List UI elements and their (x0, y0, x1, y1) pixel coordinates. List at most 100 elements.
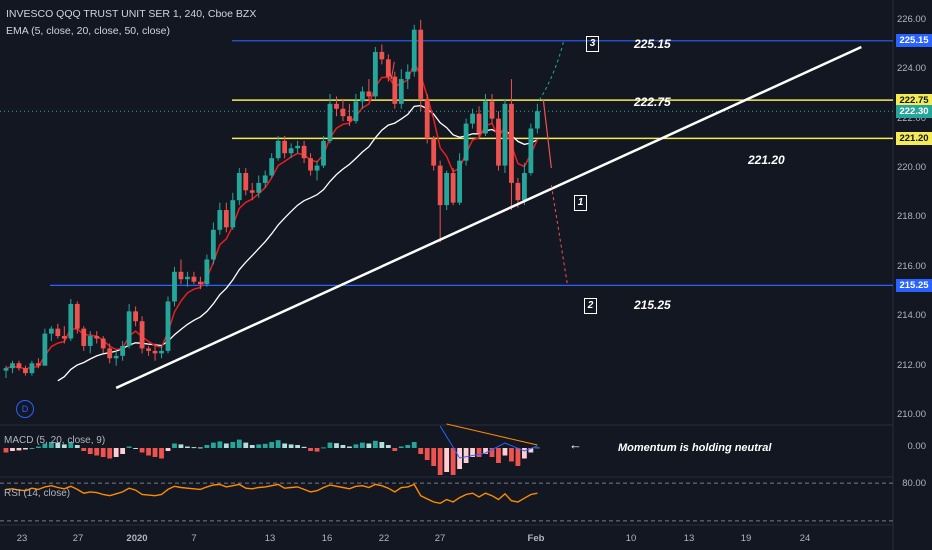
macd-bar (256, 444, 262, 448)
candle-body (87, 336, 93, 346)
candle-body (256, 182, 262, 193)
macd-bar (249, 445, 255, 448)
macd-bar (308, 448, 313, 451)
ema-slow-line (57, 104, 538, 382)
macd-bar (126, 446, 132, 448)
rsi-axis-label: 80.00 (902, 478, 926, 489)
candle-body (48, 328, 54, 334)
candle-body (379, 51, 385, 60)
candle-body (418, 29, 424, 99)
candle-body (327, 103, 333, 141)
candle-body (515, 182, 521, 201)
candle-body (159, 350, 164, 354)
price-tick-label: 214.00 (896, 310, 926, 322)
macd-title[interactable]: MACD (5, 20, close, 9) (4, 435, 106, 446)
candle-body (340, 108, 346, 117)
candle-body (353, 101, 359, 122)
macd-bar (120, 448, 126, 454)
left-arrow-icon: ← (569, 437, 582, 452)
macd-bar (321, 447, 326, 449)
date-tick-label: 13 (683, 533, 695, 544)
macd-bar (146, 448, 151, 456)
macd-bar (230, 442, 236, 448)
candle-body (463, 123, 469, 161)
macd-signal-line (446, 423, 538, 446)
candle-body (398, 79, 404, 104)
momentum-note: Momentum is holding neutral (618, 442, 772, 454)
rsi-title[interactable]: RSI (14, close) (4, 488, 71, 499)
macd-bar (198, 447, 203, 449)
macd-bar (191, 447, 197, 449)
scenario-box-1: 1 (574, 195, 587, 211)
level-text-221-20: 221.20 (748, 153, 785, 167)
candle-body (262, 175, 268, 183)
support-trendline (115, 45, 862, 390)
macd-bar (74, 445, 80, 448)
macd-bar (172, 443, 177, 448)
macd-bar (68, 442, 74, 448)
candle-body (178, 271, 184, 280)
macd-bar (100, 448, 106, 457)
macd-bar (217, 441, 223, 448)
candle-body (94, 336, 100, 339)
candle-body (198, 281, 203, 285)
candle-body (16, 363, 22, 369)
macd-bar (262, 443, 268, 448)
candle-body (165, 301, 171, 351)
macd-bar (29, 448, 35, 449)
candle-body (152, 350, 158, 354)
macd-bar (165, 448, 171, 451)
candle-body (236, 173, 242, 201)
price-tick-label: 220.00 (896, 162, 926, 174)
candle-body (107, 348, 113, 359)
candle-body (321, 140, 326, 166)
macd-bar (204, 445, 210, 448)
macd-bar (502, 448, 508, 456)
price-tick-label: 212.00 (896, 359, 926, 371)
date-tick-label: 16 (321, 533, 333, 544)
candle-body (295, 145, 300, 149)
scenario-box-3: 3 (586, 36, 599, 52)
price-tick-label: 222.00 (896, 112, 926, 124)
macd-bar (483, 448, 488, 454)
macd-bar (113, 448, 119, 457)
macd-bar (444, 448, 450, 472)
macd-bar (243, 442, 249, 448)
candle-body (223, 210, 229, 228)
macd-bar (360, 442, 365, 448)
candle-body (275, 140, 281, 159)
macd-bar (489, 448, 495, 457)
candle-body (133, 311, 138, 322)
macd-axis-label: 0.00 (907, 441, 927, 452)
macd-bar (87, 448, 93, 454)
macd-bar (528, 448, 534, 453)
dividend-badge[interactable]: D (16, 400, 34, 418)
candle-body (191, 276, 197, 282)
candle-body (269, 158, 275, 176)
macd-bar (372, 440, 378, 448)
level-text-222-75: 222.75 (634, 95, 671, 109)
ema-indicator-label[interactable]: EMA (5, close, 20, close, 50, close) (6, 25, 170, 37)
date-tick-label: 10 (625, 533, 637, 544)
macd-bar (522, 448, 527, 459)
bearish-projection-arrow (550, 185, 568, 285)
macd-bar (48, 442, 54, 448)
macd-bar (334, 443, 339, 448)
candle-body (172, 271, 177, 302)
candle-body (204, 259, 210, 285)
candle-body (23, 368, 28, 374)
pullback-projection-arrow (542, 100, 552, 169)
macd-bar (418, 448, 424, 454)
macd-bar (424, 448, 430, 460)
macd-bar (152, 448, 158, 457)
price-marker-label: 222.75 (896, 93, 932, 107)
macd-bar (23, 448, 28, 450)
macd-bar (431, 448, 437, 466)
price-tick-label: 210.00 (896, 409, 926, 421)
macd-bar (133, 448, 138, 449)
candle-body (282, 140, 288, 154)
candle-body (3, 368, 9, 371)
candle-body (55, 328, 61, 337)
candle-body (522, 173, 527, 201)
